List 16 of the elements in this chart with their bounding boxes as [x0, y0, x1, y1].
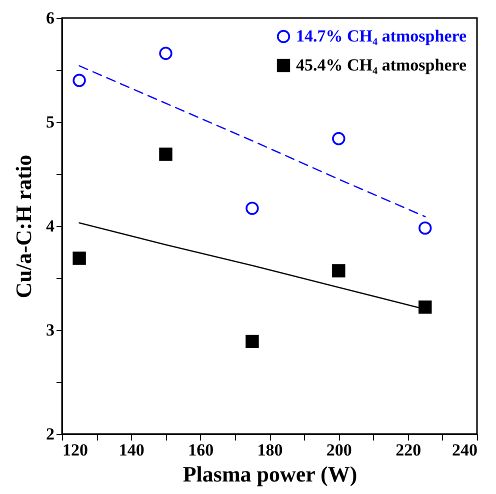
- legend-label: 45.4% CH₄ atmosphere: [296, 56, 467, 74]
- y-tick-label: 3: [46, 320, 54, 340]
- y-tick-label: 6: [46, 8, 54, 28]
- y-tick-label: 5: [46, 112, 54, 132]
- x-tick-label: 220: [396, 440, 422, 460]
- y-tick-label: 2: [46, 424, 54, 444]
- x-tick-label: 180: [257, 440, 283, 460]
- x-tick-label: 120: [62, 440, 88, 460]
- x-tick-label: 160: [188, 440, 214, 460]
- x-axis-title: Plasma power (W): [182, 462, 358, 486]
- x-tick-label: 240: [452, 440, 478, 460]
- legend-label: 14.7% CH₄ atmosphere: [296, 26, 467, 46]
- x-tick-label: 200: [326, 440, 352, 460]
- y-tick-label: 4: [46, 216, 55, 236]
- y-axis-title: Cu/a-C:H ratio: [11, 154, 36, 298]
- x-tick-label: 140: [118, 440, 144, 460]
